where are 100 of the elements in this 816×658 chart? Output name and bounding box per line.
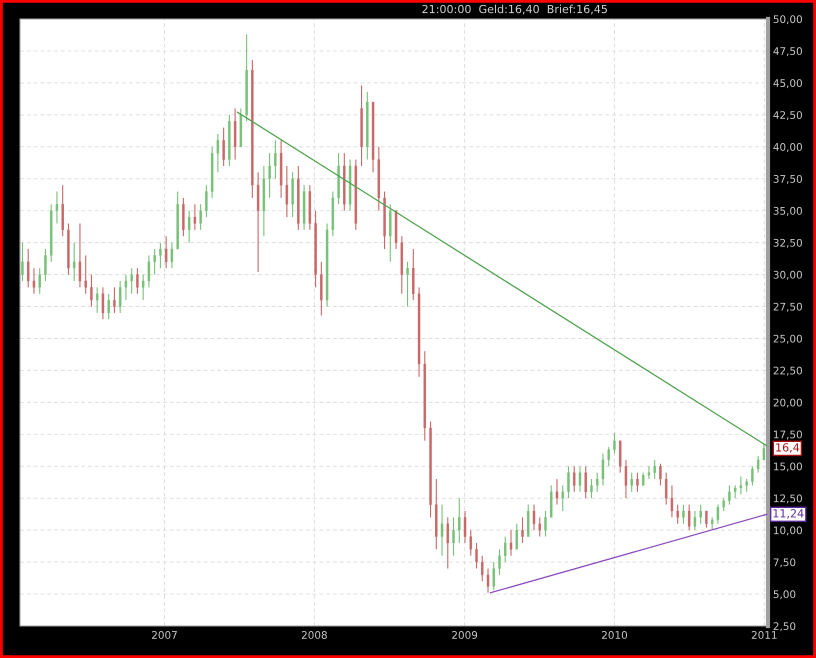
candlestick [440,504,444,556]
candlestick [602,452,604,486]
candlestick [516,523,518,550]
candlestick [107,293,110,320]
candlestick [130,268,133,294]
candlestick [216,133,220,173]
candlestick [762,442,766,460]
candlestick [578,466,582,492]
candlestick [556,478,558,506]
candlestick [756,455,760,474]
candlestick [636,472,639,492]
candlestick [96,286,98,314]
candlestick [504,536,506,563]
candlestick [740,476,742,495]
candlestick [222,127,225,167]
candlestick [584,466,587,499]
candlestick [164,236,168,269]
candlestick [659,463,662,486]
annotation: 11,24 [774,509,804,519]
x-tick-label: 2010 [602,631,628,639]
y-tick-label: 12,50 [774,494,802,504]
candlestick [84,254,87,294]
candlestick [136,268,139,294]
annotation: 16,4 [776,443,800,453]
candlestick [102,286,104,320]
candlestick [44,248,47,282]
text: 21:00:00 Geld:16,40 Brief:16,45 [422,4,607,14]
candlestick [153,248,156,276]
candlestick [148,254,150,288]
candlestick [728,484,731,506]
candlestick [688,504,690,531]
candlestick [705,510,708,528]
candlestick [486,568,490,594]
y-tick-label: 20,00 [774,398,802,408]
candlestick [470,530,472,556]
candlestick [751,466,754,486]
candlestick [452,516,455,556]
candlestick [572,466,576,492]
y-tick-label: 2,50 [774,622,796,632]
y-tick-label: 7,50 [774,558,796,568]
candlestick [118,280,122,314]
candlestick [653,459,656,480]
candlestick [498,548,501,576]
candlestick [458,498,461,544]
candlestick [670,484,674,518]
y-tick-label: 50,00 [774,15,802,24]
candlestick [682,504,685,524]
candlestick [510,530,512,556]
y-tick-label: 10,00 [774,526,802,536]
candlestick [56,190,58,224]
candlestick [286,165,288,218]
y-tick-label: 32,50 [774,238,802,248]
candlestick [113,286,116,314]
candlestick [613,432,616,454]
y-tick-label: 35,00 [774,206,802,216]
candlestick [38,268,41,294]
candlestick [694,510,696,531]
candlestick [648,466,650,480]
candlestick [26,248,30,288]
candlestick [716,504,720,524]
candlestick [199,204,202,230]
candlestick [205,184,208,218]
x-tick-label: 2009 [452,631,478,639]
candlestick [78,222,82,288]
candlestick [142,274,144,301]
candlestick [170,242,174,269]
candlestick [532,504,536,531]
x-tick-label: 2008 [302,631,327,639]
candlestick [624,459,628,499]
y-tick-label: 45,00 [773,79,802,88]
y-tick-label: 37,50 [774,174,802,184]
candlestick [188,210,190,244]
candlestick [567,466,570,499]
candlestick [544,510,547,538]
y-tick-label: 25,00 [774,334,802,344]
candlestick [745,478,748,492]
candlestick [734,484,736,499]
candlestick [159,242,162,269]
candlestick [676,504,679,524]
y-tick-label: 30,00 [774,270,802,280]
candlestick [722,498,725,512]
candlestick [464,510,466,544]
y-tick-label: 47,50 [773,47,802,56]
candlestick [268,152,271,198]
x-tick-label: 2007 [152,631,177,639]
y-tick-label: 42,50 [773,111,802,120]
y-tick-label: 15,00 [774,462,802,472]
y-tick-label: 27,50 [774,302,802,312]
candlestick [406,261,409,308]
candlestick [642,472,644,486]
candlestick [32,268,36,294]
candlestick [590,478,593,499]
candlestick [630,472,633,492]
candlestick [596,472,598,492]
x-tick-label: 2011 [752,631,777,639]
candlestick [607,446,610,467]
candlestick [194,204,196,230]
candlestick [21,242,24,282]
candlestick [664,472,668,506]
candlestick [90,274,93,308]
